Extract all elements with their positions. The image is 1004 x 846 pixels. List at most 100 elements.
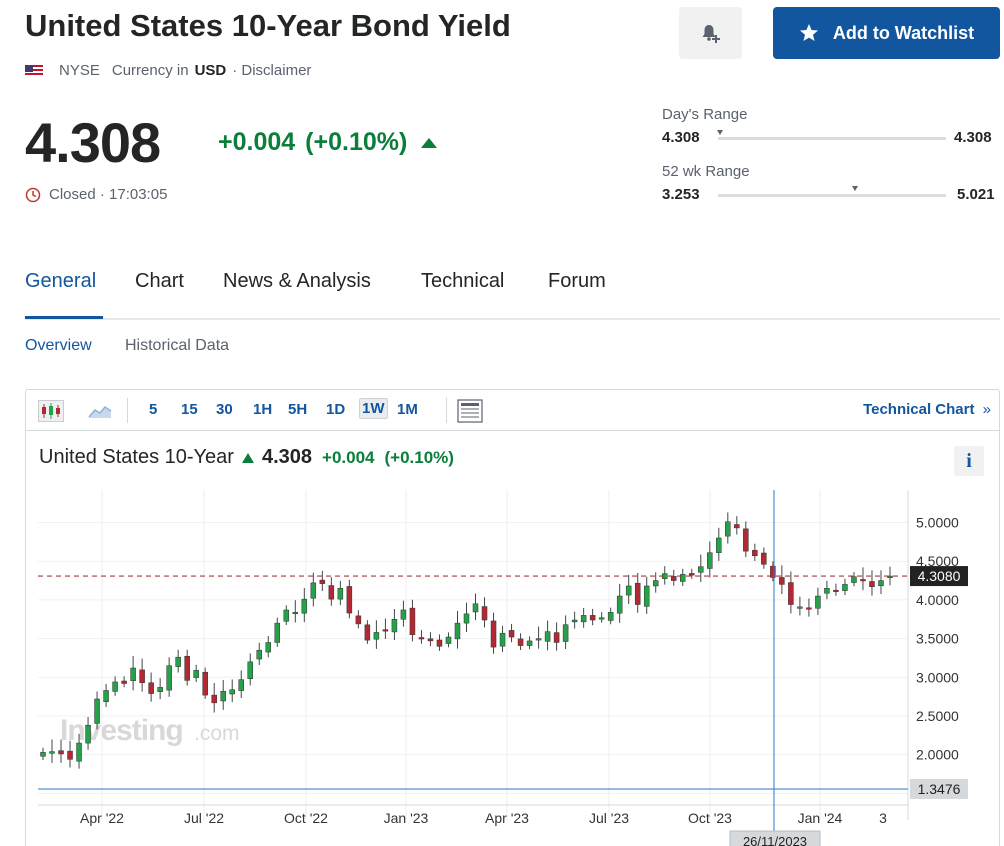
candle <box>85 716 91 750</box>
x-tick-label: 3 <box>879 810 887 826</box>
candle <box>562 615 569 649</box>
candle <box>220 680 226 710</box>
candle <box>328 577 335 606</box>
candle <box>490 612 497 654</box>
change-percent: (+0.10%) <box>305 128 408 156</box>
candle-body-up <box>193 670 199 678</box>
crosshair-price-label: 1.3476 <box>918 781 961 797</box>
crosshair-price-label-bg <box>910 779 968 799</box>
disclaimer-link[interactable]: · Disclaimer <box>232 62 312 79</box>
candle <box>67 740 73 768</box>
candle <box>499 625 506 653</box>
wk52-range-bar <box>718 194 946 197</box>
candle <box>112 676 118 696</box>
bell-plus-icon <box>702 25 720 43</box>
candle-body-down <box>364 624 371 641</box>
price-chart[interactable]: Apr '22 Jul '22 Oct '22 Jan '23 Apr '23 Jul '… <box>26 390 1000 846</box>
candle-body-up <box>292 612 299 615</box>
interval-1m-button[interactable]: 1M <box>397 401 418 418</box>
candle-body-down <box>806 607 812 610</box>
candle <box>878 570 884 594</box>
candle <box>238 670 244 699</box>
interval-1w-button[interactable]: 1W <box>359 398 388 419</box>
candle <box>301 587 308 623</box>
candle <box>725 512 731 544</box>
x-tick-label: Jan '23 <box>384 810 429 826</box>
x-tick-label: Jul '23 <box>589 810 629 826</box>
interval-5-button[interactable]: 5 <box>149 401 158 418</box>
area-chart-icon[interactable] <box>88 402 112 420</box>
candle-body-down <box>517 638 524 646</box>
tab-forum[interactable]: Forum <box>548 270 606 292</box>
candle <box>643 576 650 614</box>
interval-15-button[interactable]: 15 <box>181 401 198 418</box>
candle <box>463 602 470 633</box>
y-tick-label: 5.0000 <box>916 515 959 531</box>
candle-body-down <box>761 552 767 565</box>
candle <box>202 667 208 699</box>
candle-body-down <box>734 524 740 529</box>
candle-body-down <box>409 607 416 635</box>
candle-body-up <box>851 576 857 583</box>
candle-body-up <box>698 566 704 573</box>
candle <box>589 608 596 626</box>
candle <box>842 578 848 596</box>
x-tick-label: Oct '22 <box>284 810 328 826</box>
candle-body-up <box>824 588 830 594</box>
interval-1d-button[interactable]: 1D <box>326 401 346 418</box>
candle-body-up <box>797 606 803 609</box>
candle <box>94 691 100 730</box>
interval-5h-button[interactable]: 5H <box>288 401 308 418</box>
candle-body-down <box>382 629 389 632</box>
last-price-label: 4.3080 <box>918 568 961 584</box>
candle <box>418 630 425 644</box>
instrument-meta: NYSE Currency in USD · Disclaimer <box>25 62 311 79</box>
tab-news-analysis[interactable]: News & Analysis <box>223 270 371 292</box>
subtab-historical-data[interactable]: Historical Data <box>125 337 230 354</box>
star-icon <box>799 24 818 41</box>
candle-body-up <box>463 613 470 624</box>
candle-body-down <box>139 669 145 683</box>
candle <box>743 521 749 558</box>
candle <box>860 567 866 591</box>
candle-body-up <box>220 690 226 702</box>
tab-general[interactable]: General <box>25 270 97 292</box>
add-to-watchlist-button[interactable]: Add to Watchlist <box>773 7 1000 59</box>
candle-body-down <box>770 565 776 578</box>
table-view-icon[interactable] <box>457 399 483 423</box>
candle <box>229 679 235 703</box>
candle <box>526 636 533 650</box>
interval-30-button[interactable]: 30 <box>216 401 233 418</box>
interval-1h-button[interactable]: 1H <box>253 401 273 418</box>
candle-body-up <box>238 679 244 691</box>
day-range-high: 4.308 <box>954 129 992 146</box>
candle-body-down <box>211 694 217 704</box>
candle <box>274 617 281 647</box>
candle <box>130 655 136 691</box>
candle-body-down <box>589 615 596 621</box>
candle-body-up <box>112 681 118 692</box>
info-button[interactable]: i <box>954 446 984 476</box>
us-flag-icon <box>25 64 43 77</box>
wk52-range-high: 5.021 <box>957 186 995 203</box>
subtab-overview[interactable]: Overview <box>25 337 92 354</box>
investing-watermark-suffix: .com <box>194 722 240 745</box>
candle <box>625 574 632 605</box>
candle <box>391 609 398 641</box>
chart-price: 4.308 <box>261 446 313 468</box>
technical-chart-link[interactable]: Technical Chart » <box>863 401 991 418</box>
candle <box>652 572 659 593</box>
candle <box>364 620 371 644</box>
day-range-low: 4.308 <box>662 129 700 146</box>
candle-body-down <box>481 606 488 621</box>
active-tab-indicator <box>25 316 103 319</box>
candle-body-up <box>535 638 542 641</box>
tab-chart[interactable]: Chart <box>135 270 184 292</box>
candle <box>661 566 668 585</box>
candle-body-up <box>707 552 713 569</box>
candlestick-type-icon[interactable] <box>38 400 64 422</box>
candle-body-down <box>67 750 73 760</box>
create-alert-button[interactable] <box>679 7 742 59</box>
candle-body-down <box>860 579 866 582</box>
tab-technical[interactable]: Technical <box>421 270 505 292</box>
